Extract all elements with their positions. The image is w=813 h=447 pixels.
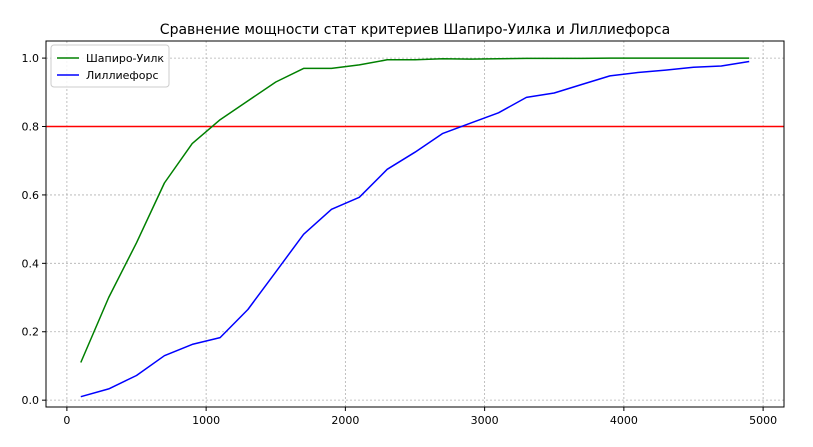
x-tick-label: 1000 [192, 414, 220, 427]
grid [46, 41, 784, 407]
legend-entry-label: Шапиро-Уилк [86, 52, 164, 65]
x-tick-label: 0 [63, 414, 70, 427]
series-lines [80, 57, 750, 398]
y-tick-label: 1.0 [22, 52, 40, 65]
x-tick-label: 4000 [610, 414, 638, 427]
plot-area-frame [45, 40, 785, 408]
series-line-0 [80, 57, 750, 363]
x-tick-label: 3000 [471, 414, 499, 427]
axis-ticks: 0 1000 2000 3000 4000 5000 0.0 0.2 0.4 0.6 0.8 1.0 [22, 52, 778, 427]
x-tick-label: 5000 [749, 414, 777, 427]
y-tick-label: 0.0 [22, 394, 40, 407]
x-tick-label: 2000 [331, 414, 359, 427]
legend: Шапиро-Уилк Лиллиефорс [50, 44, 170, 88]
legend-box [50, 44, 170, 88]
y-tick-label: 0.2 [22, 326, 40, 339]
y-tick-label: 0.4 [22, 257, 40, 270]
y-tick-label: 0.8 [22, 121, 40, 134]
chart-title: Сравнение мощности стат критериев Шапиро… [160, 22, 670, 38]
series-line-1 [80, 60, 750, 398]
y-tick-label: 0.6 [22, 189, 40, 202]
legend-entry-label: Лиллиефорс [86, 69, 159, 82]
